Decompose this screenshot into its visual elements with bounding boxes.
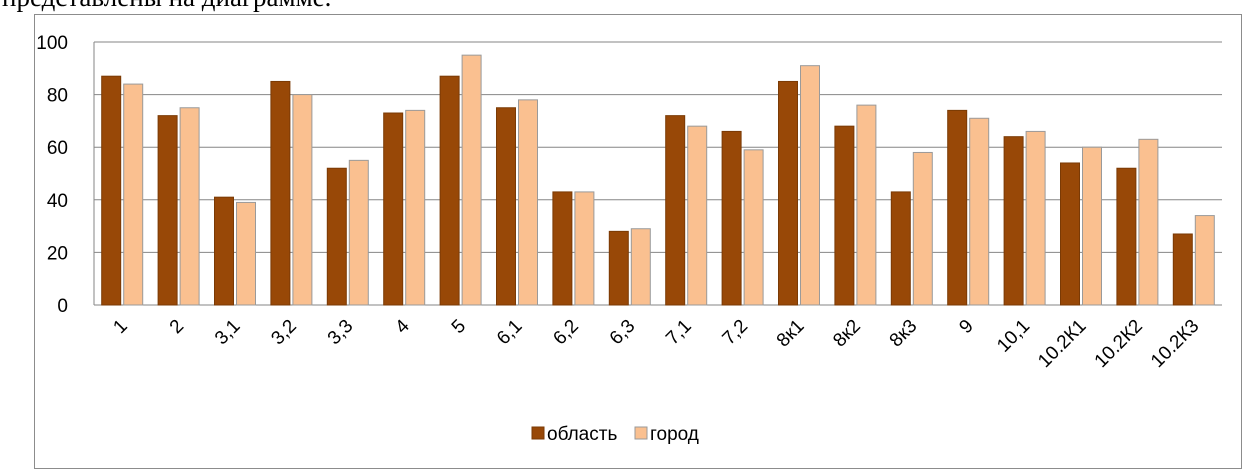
bar-gorod xyxy=(912,151,933,306)
x-tick-label: 8к1 xyxy=(773,316,809,352)
bar-oblast xyxy=(214,196,234,306)
bar-gorod xyxy=(123,83,144,306)
y-axis-ticks: 0 20 40 60 80 100 xyxy=(36,33,68,317)
x-tick-label: 10.2К1 xyxy=(1034,316,1090,372)
x-tick-label: 6,3 xyxy=(606,316,640,350)
bar-gorod xyxy=(518,99,538,306)
bar-oblast xyxy=(326,167,347,306)
x-tick-label: 7,2 xyxy=(719,316,753,350)
y-tick-label: 20 xyxy=(47,243,68,264)
bars xyxy=(101,54,1215,306)
bar-gorod xyxy=(1138,138,1159,306)
x-tick-label: 3,1 xyxy=(211,316,245,350)
y-tick-label: 80 xyxy=(47,86,68,107)
x-tick-label: 8к3 xyxy=(886,316,922,352)
bar-oblast xyxy=(665,115,686,306)
bar-gorod xyxy=(630,228,651,306)
x-tick-label: 1 xyxy=(109,316,131,338)
bar-gorod xyxy=(574,191,595,306)
x-tick-label: 9 xyxy=(955,316,977,338)
bar-oblast xyxy=(947,109,968,306)
x-tick-label: 7,1 xyxy=(662,316,696,350)
x-tick-label: 8к2 xyxy=(829,316,865,352)
x-tick-label: 3,2 xyxy=(267,316,301,350)
x-tick-label: 10.2К3 xyxy=(1147,316,1203,372)
bar-oblast xyxy=(552,191,573,306)
bar-oblast xyxy=(270,80,291,306)
x-tick-label: 10.2К2 xyxy=(1091,316,1147,372)
bar-oblast xyxy=(157,115,178,306)
bar-gorod xyxy=(1025,130,1046,306)
y-tick-label: 0 xyxy=(57,296,68,317)
bar-oblast xyxy=(439,75,460,306)
page-text-fragment: представлены на диаграмме. xyxy=(2,0,331,13)
bar-oblast xyxy=(721,130,742,306)
x-tick-label: 5 xyxy=(448,316,470,338)
bar-gorod xyxy=(292,94,313,306)
legend-swatch xyxy=(634,426,648,440)
bar-gorod xyxy=(1194,215,1215,306)
x-tick-label: 6,2 xyxy=(549,316,583,350)
bar-gorod xyxy=(969,117,990,306)
legend: область город xyxy=(531,424,699,445)
bar-oblast xyxy=(1116,167,1137,306)
bar-gorod xyxy=(1082,146,1102,306)
bar-oblast xyxy=(1172,233,1193,306)
legend-swatch xyxy=(531,426,545,440)
bar-oblast xyxy=(383,112,404,306)
bar-oblast xyxy=(1060,162,1080,306)
legend-label: область xyxy=(547,424,617,445)
bar-oblast xyxy=(496,107,516,306)
x-tick-label: 10,1 xyxy=(993,316,1034,357)
bar-gorod xyxy=(687,125,708,306)
bar-gorod xyxy=(236,201,256,306)
bar-oblast xyxy=(608,230,629,306)
x-tick-label: 2 xyxy=(166,316,188,338)
bar-oblast xyxy=(834,125,855,306)
y-tick-label: 60 xyxy=(47,138,68,159)
bar-gorod xyxy=(743,149,764,306)
bar-oblast xyxy=(778,80,798,306)
bar-gorod xyxy=(856,104,877,306)
legend-label: город xyxy=(650,424,699,445)
x-tick-label: 3,3 xyxy=(324,316,358,350)
x-tick-label: 6,1 xyxy=(493,316,527,350)
bar-gorod xyxy=(800,65,820,306)
bar-oblast xyxy=(890,191,911,306)
bar-gorod xyxy=(405,109,426,306)
y-tick-label: 40 xyxy=(47,191,68,212)
x-tick-label: 4 xyxy=(391,315,414,338)
bar-oblast xyxy=(101,75,122,306)
bar-gorod xyxy=(461,54,482,306)
bar-oblast xyxy=(1003,136,1024,306)
y-tick-label: 100 xyxy=(36,33,68,54)
bar-gorod xyxy=(179,107,200,306)
gridlines xyxy=(93,41,1222,306)
bar-gorod xyxy=(348,159,369,306)
x-axis-ticks: 1 2 3,1 3,2 3,3 4 5 6,1 6,2 6,3 7,1 7,2 8к1 8к2 8к3 9 10… xyxy=(109,315,1203,372)
